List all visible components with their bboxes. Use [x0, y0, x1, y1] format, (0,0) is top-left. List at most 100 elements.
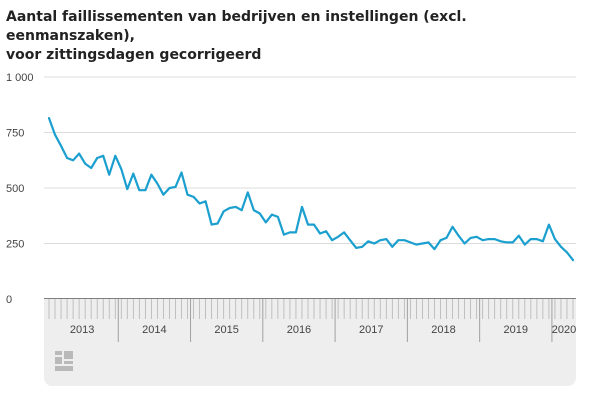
- data-point: [264, 221, 267, 224]
- data-point: [403, 239, 406, 242]
- data-point: [246, 191, 249, 194]
- data-point: [379, 239, 382, 242]
- x-tick-label: 2013: [70, 324, 94, 336]
- data-point: [138, 189, 141, 192]
- x-tick-label: 2017: [359, 324, 383, 336]
- data-point: [234, 205, 237, 208]
- data-point: [325, 230, 327, 233]
- data-point: [132, 172, 135, 175]
- data-point: [493, 238, 496, 240]
- data-point: [307, 223, 309, 226]
- data-point: [517, 234, 520, 237]
- data-point: [240, 209, 243, 212]
- chart-title: Aantal faillissementen van bedrijven en …: [6, 8, 596, 65]
- data-point: [282, 233, 285, 236]
- data-point: [192, 195, 195, 198]
- x-tick-label: 2019: [504, 324, 528, 336]
- data-point: [295, 231, 297, 234]
- data-point: [457, 234, 460, 237]
- data-point: [78, 152, 81, 155]
- data-point: [397, 239, 400, 242]
- data-point: [523, 243, 526, 246]
- y-tick-label: 500: [6, 183, 24, 195]
- data-point: [102, 154, 105, 157]
- data-point: [415, 243, 418, 246]
- data-point: [331, 239, 333, 242]
- data-point: [210, 223, 213, 226]
- data-point: [554, 238, 556, 240]
- data-point: [319, 232, 321, 235]
- data-point: [144, 189, 147, 192]
- data-point: [487, 238, 490, 240]
- data-point: [535, 238, 538, 240]
- year-band-background: [44, 299, 576, 342]
- data-point: [337, 235, 340, 238]
- data-point: [427, 241, 430, 244]
- data-point: [499, 240, 502, 243]
- data-point: [548, 223, 550, 226]
- data-point: [90, 167, 93, 169]
- data-point: [54, 133, 56, 136]
- data-point: [180, 171, 183, 174]
- y-axis-ticks: 0 250 500 750 1 000: [6, 72, 34, 306]
- data-point: [156, 182, 159, 185]
- x-tick-label: 2014: [142, 324, 166, 336]
- data-point: [198, 202, 201, 205]
- data-point: [385, 238, 388, 240]
- data-point: [120, 168, 123, 171]
- data-point: [481, 239, 484, 242]
- data-point: [168, 187, 171, 189]
- y-tick-label: 1 000: [6, 72, 34, 84]
- chart-title-line-1: Aantal faillissementen van bedrijven en …: [6, 9, 467, 44]
- year-axis: 2013 2014 2015 2016 2017 2018 2019 2020: [44, 299, 576, 342]
- data-point: [72, 159, 74, 162]
- data-point: [343, 231, 346, 234]
- data-point: [289, 231, 291, 234]
- x-tick-label: 2020: [552, 324, 576, 336]
- x-tick-label: 2016: [287, 324, 311, 336]
- data-point: [505, 241, 508, 244]
- y-tick-label: 250: [6, 239, 24, 251]
- data-point: [469, 237, 472, 239]
- data-point: [228, 207, 231, 209]
- x-tick-label: 2015: [214, 324, 238, 336]
- grid-lines: [44, 76, 576, 300]
- data-point: [114, 154, 117, 157]
- data-point: [48, 117, 50, 119]
- data-point: [222, 210, 225, 213]
- data-point: [355, 247, 358, 249]
- data-point: [566, 251, 568, 254]
- series-line-layer: [47, 116, 575, 262]
- data-point: [463, 242, 466, 245]
- data-point: [445, 237, 448, 239]
- series-line: [47, 116, 575, 262]
- data-point: [361, 245, 364, 248]
- data-point: [216, 222, 219, 225]
- x-tick-label: 2018: [431, 324, 455, 336]
- data-point: [162, 193, 165, 196]
- data-point: [560, 245, 562, 248]
- data-point: [84, 162, 87, 165]
- data-point: [276, 215, 279, 218]
- data-point: [150, 173, 153, 176]
- data-point: [511, 241, 514, 244]
- data-point: [301, 205, 303, 208]
- data-point: [572, 259, 574, 262]
- y-tick-label: 750: [6, 128, 24, 140]
- data-point: [126, 188, 129, 191]
- y-tick-label: 0: [6, 294, 12, 306]
- data-point: [451, 225, 454, 228]
- data-point: [433, 248, 436, 250]
- data-point: [270, 213, 273, 216]
- data-point: [421, 242, 424, 245]
- data-point: [186, 193, 189, 196]
- data-point: [475, 235, 478, 238]
- data-point: [96, 157, 99, 159]
- data-point: [204, 200, 207, 203]
- data-point: [252, 209, 255, 212]
- data-point: [174, 185, 177, 188]
- data-point: [529, 238, 532, 240]
- data-point: [439, 239, 442, 242]
- data-point: [349, 239, 352, 242]
